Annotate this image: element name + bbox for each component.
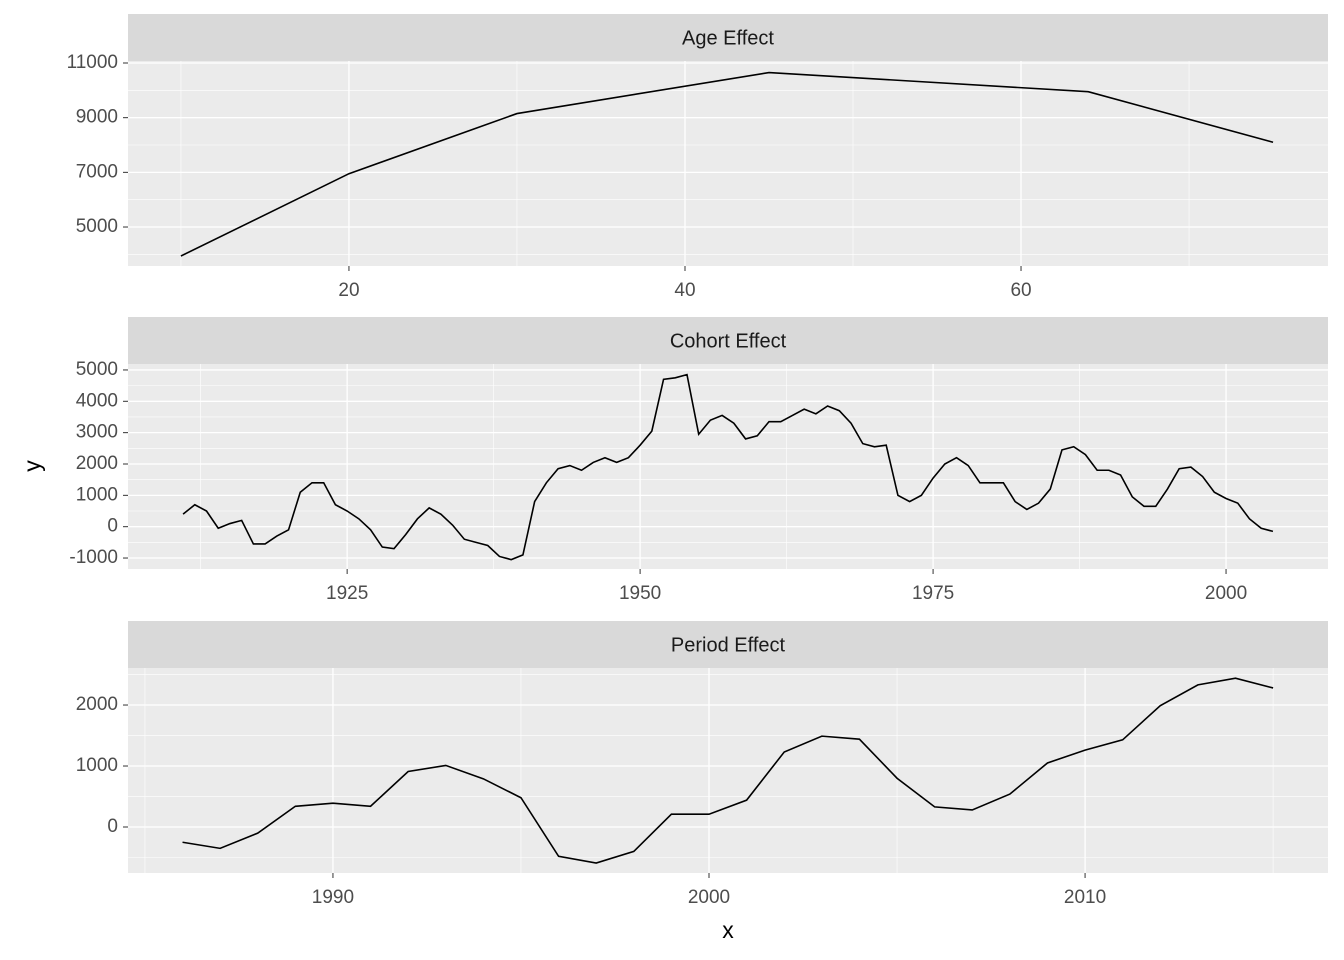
x-tick-label: 20 (338, 280, 359, 301)
x-tick-label: 2000 (1205, 583, 1247, 604)
y-tick-label: 0 (107, 816, 118, 837)
y-tick-label: 11000 (67, 52, 118, 73)
x-tick-label: 1925 (326, 583, 368, 604)
y-tick-label: 3000 (76, 422, 118, 443)
panel-background (128, 364, 1328, 569)
panel-background (128, 61, 1328, 266)
y-tick-label: 9000 (76, 107, 118, 128)
y-tick-label: -1000 (69, 547, 118, 568)
y-tick-label: 7000 (76, 161, 118, 182)
strip (128, 14, 1328, 61)
y-tick-label: 4000 (76, 390, 118, 411)
strip-title: Age Effect (682, 27, 774, 49)
x-tick-label: 1990 (312, 887, 354, 908)
x-tick-label: 60 (1010, 280, 1031, 301)
x-tick-label: 2010 (1064, 887, 1106, 908)
x-tick-label: 1975 (912, 583, 954, 604)
strip (128, 317, 1328, 364)
strip-title: Cohort Effect (670, 330, 787, 352)
strip-title: Period Effect (671, 634, 786, 656)
data-line (182, 373, 1274, 561)
strip (128, 621, 1328, 668)
y-tick-label: 5000 (76, 216, 118, 237)
data-line (180, 71, 1274, 257)
y-tick-label: 1000 (76, 484, 118, 505)
y-tick-label: 1000 (76, 755, 118, 776)
y-tick-label: 2000 (76, 694, 118, 715)
y-tick-label: 2000 (76, 453, 118, 474)
x-tick-label: 2000 (688, 887, 730, 908)
y-tick-label: 0 (107, 516, 118, 537)
y-tick-label: 5000 (76, 359, 118, 380)
data-line (182, 677, 1274, 864)
x-tick-label: 40 (674, 280, 695, 301)
panel-background (128, 668, 1328, 873)
x-axis-title: x (722, 917, 734, 943)
y-axis-title: y (19, 460, 45, 472)
x-tick-label: 1950 (619, 583, 661, 604)
